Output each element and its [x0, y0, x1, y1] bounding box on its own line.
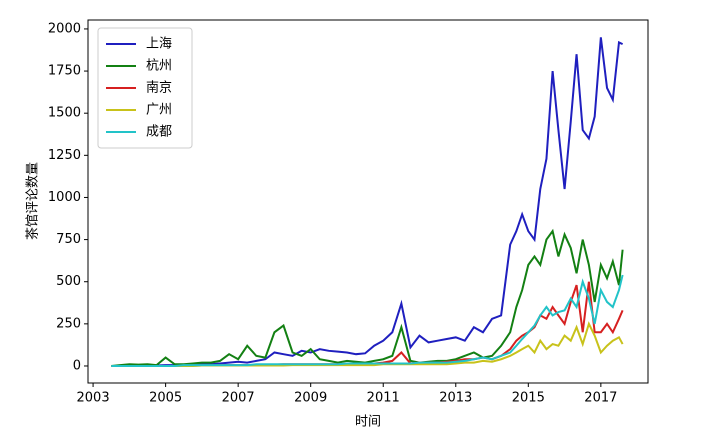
- y-axis-label: 茶馆评论数量: [25, 162, 41, 240]
- x-tick-label: 2011: [367, 391, 400, 406]
- y-tick-label: 2000: [48, 21, 81, 36]
- data-line: [111, 37, 624, 367]
- legend-label: 成都: [146, 125, 172, 140]
- legend-label: 杭州: [146, 59, 172, 74]
- legend-label: 南京: [146, 80, 172, 96]
- x-axis-label: 时间: [355, 415, 381, 430]
- x-tick-label: 2013: [439, 391, 472, 406]
- legend-label: 广州: [146, 103, 172, 118]
- legend-box: [97, 27, 193, 149]
- y-tick-label: 0: [73, 358, 81, 373]
- data-line: [111, 321, 624, 367]
- data-line: [111, 281, 624, 367]
- legend-label: 上海: [146, 37, 172, 52]
- x-tick-label: 2017: [584, 391, 617, 406]
- y-tick-label: 1000: [48, 190, 81, 205]
- x-tick-label: 2003: [77, 391, 110, 406]
- x-tick-label: 2009: [294, 391, 327, 406]
- y-tick-label: 750: [56, 232, 81, 247]
- y-tick-label: 1750: [48, 64, 81, 79]
- y-tick-label: 250: [56, 316, 81, 331]
- y-tick-label: 1500: [48, 106, 81, 121]
- x-tick-label: 2005: [149, 391, 182, 406]
- plot-frame: [87, 19, 649, 384]
- y-tick-label: 500: [56, 274, 81, 289]
- data-line: [111, 228, 624, 367]
- x-tick-label: 2015: [512, 391, 545, 406]
- data-line: [111, 274, 624, 367]
- y-tick-label: 1250: [48, 148, 81, 163]
- x-tick-label: 2007: [222, 391, 255, 406]
